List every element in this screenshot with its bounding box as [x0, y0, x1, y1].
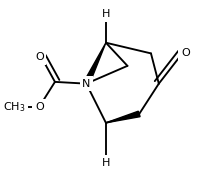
Text: CH$_3$: CH$_3$ — [3, 100, 25, 114]
Text: O: O — [181, 48, 190, 58]
Polygon shape — [106, 111, 140, 123]
Text: N: N — [82, 79, 90, 89]
Polygon shape — [83, 43, 106, 85]
Text: O: O — [35, 102, 44, 112]
Text: H: H — [102, 9, 110, 19]
Text: O: O — [35, 52, 44, 62]
Text: H: H — [102, 158, 110, 168]
